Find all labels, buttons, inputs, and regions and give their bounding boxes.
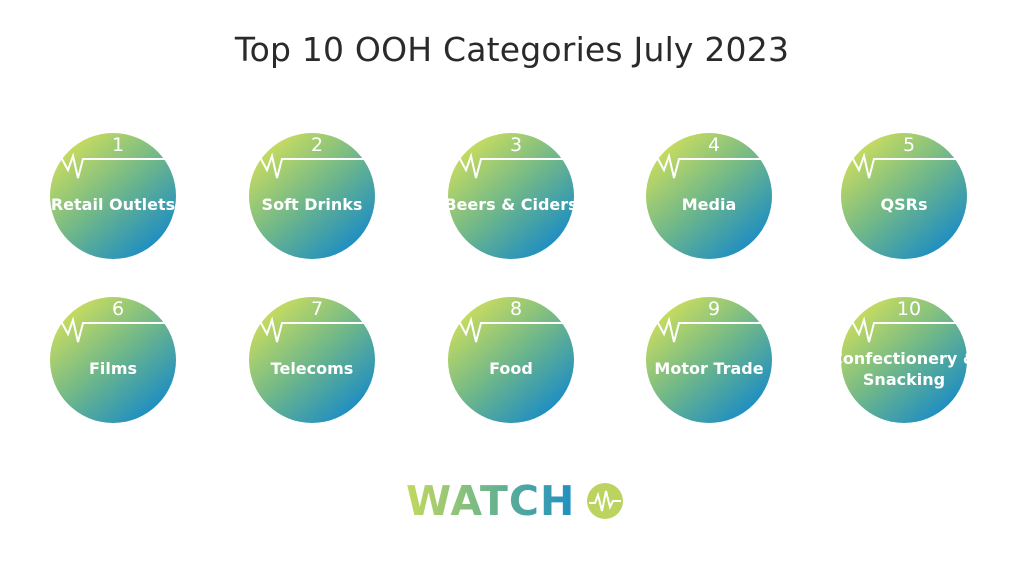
pulse-line-icon xyxy=(450,316,566,343)
category-label: Retail Outlets xyxy=(50,195,176,214)
category-badge: 9 Motor Trade xyxy=(644,296,774,426)
category-label: Beers & Ciders xyxy=(444,195,578,214)
category-badge: 7 Telecoms xyxy=(247,296,377,426)
category-badge: 10 Confectionery & Snacking xyxy=(831,296,977,426)
rank-number: 6 xyxy=(111,298,125,320)
gradient-circle xyxy=(646,133,772,259)
category-badge: 5 QSRs xyxy=(839,132,969,262)
category-label: Confectionery & Snacking xyxy=(831,349,977,389)
gradient-circle xyxy=(841,297,967,423)
rank-number: 7 xyxy=(310,298,324,320)
category-badge: 3 Beers & Ciders xyxy=(444,132,578,262)
pulse-line-icon xyxy=(52,152,168,179)
category-label: Food xyxy=(489,359,533,378)
gradient-circle xyxy=(249,133,375,259)
pulse-line-icon xyxy=(648,152,764,179)
pulse-line-icon xyxy=(843,152,959,179)
category-label: Motor Trade xyxy=(654,359,764,378)
gradient-circle xyxy=(249,297,375,423)
pulse-circle-icon xyxy=(587,483,624,519)
rank-number: 3 xyxy=(509,134,523,156)
category-badge: 8 Food xyxy=(446,296,576,426)
gradient-circle xyxy=(50,297,176,423)
page-title: Top 10 OOH Categories July 2023 xyxy=(234,30,790,69)
category-badge: 2 Soft Drinks xyxy=(247,132,377,262)
category-label: Soft Drinks xyxy=(261,195,363,214)
gradient-circle xyxy=(841,133,967,259)
pulse-line-icon xyxy=(251,152,367,179)
rank-number: 2 xyxy=(310,134,324,156)
pulse-line-icon xyxy=(52,316,168,343)
pulse-line-icon xyxy=(843,316,959,343)
category-badge: 4 Media xyxy=(644,132,774,262)
rank-number: 8 xyxy=(509,298,523,320)
category-label: Media xyxy=(681,195,737,214)
rank-number: 9 xyxy=(707,298,721,320)
gradient-circle xyxy=(50,133,176,259)
pulse-line-icon xyxy=(450,152,566,179)
pulse-line-icon xyxy=(251,316,367,343)
category-badge: 1 Retail Outlets xyxy=(48,132,178,262)
rank-number: 5 xyxy=(902,134,916,156)
watch-logo: WATCH xyxy=(406,477,625,525)
rank-number: 4 xyxy=(707,134,721,156)
pulse-line-icon xyxy=(648,316,764,343)
gradient-circle xyxy=(448,297,574,423)
category-label: QSRs xyxy=(880,195,928,214)
rank-number: 1 xyxy=(111,134,125,156)
rank-number: 10 xyxy=(896,298,922,320)
category-badge: 6 Films xyxy=(48,296,178,426)
category-label: Films xyxy=(88,359,138,378)
logo-text: WATCH xyxy=(406,477,576,525)
gradient-circle xyxy=(448,133,574,259)
category-label: Telecoms xyxy=(270,359,354,378)
gradient-circle xyxy=(646,297,772,423)
